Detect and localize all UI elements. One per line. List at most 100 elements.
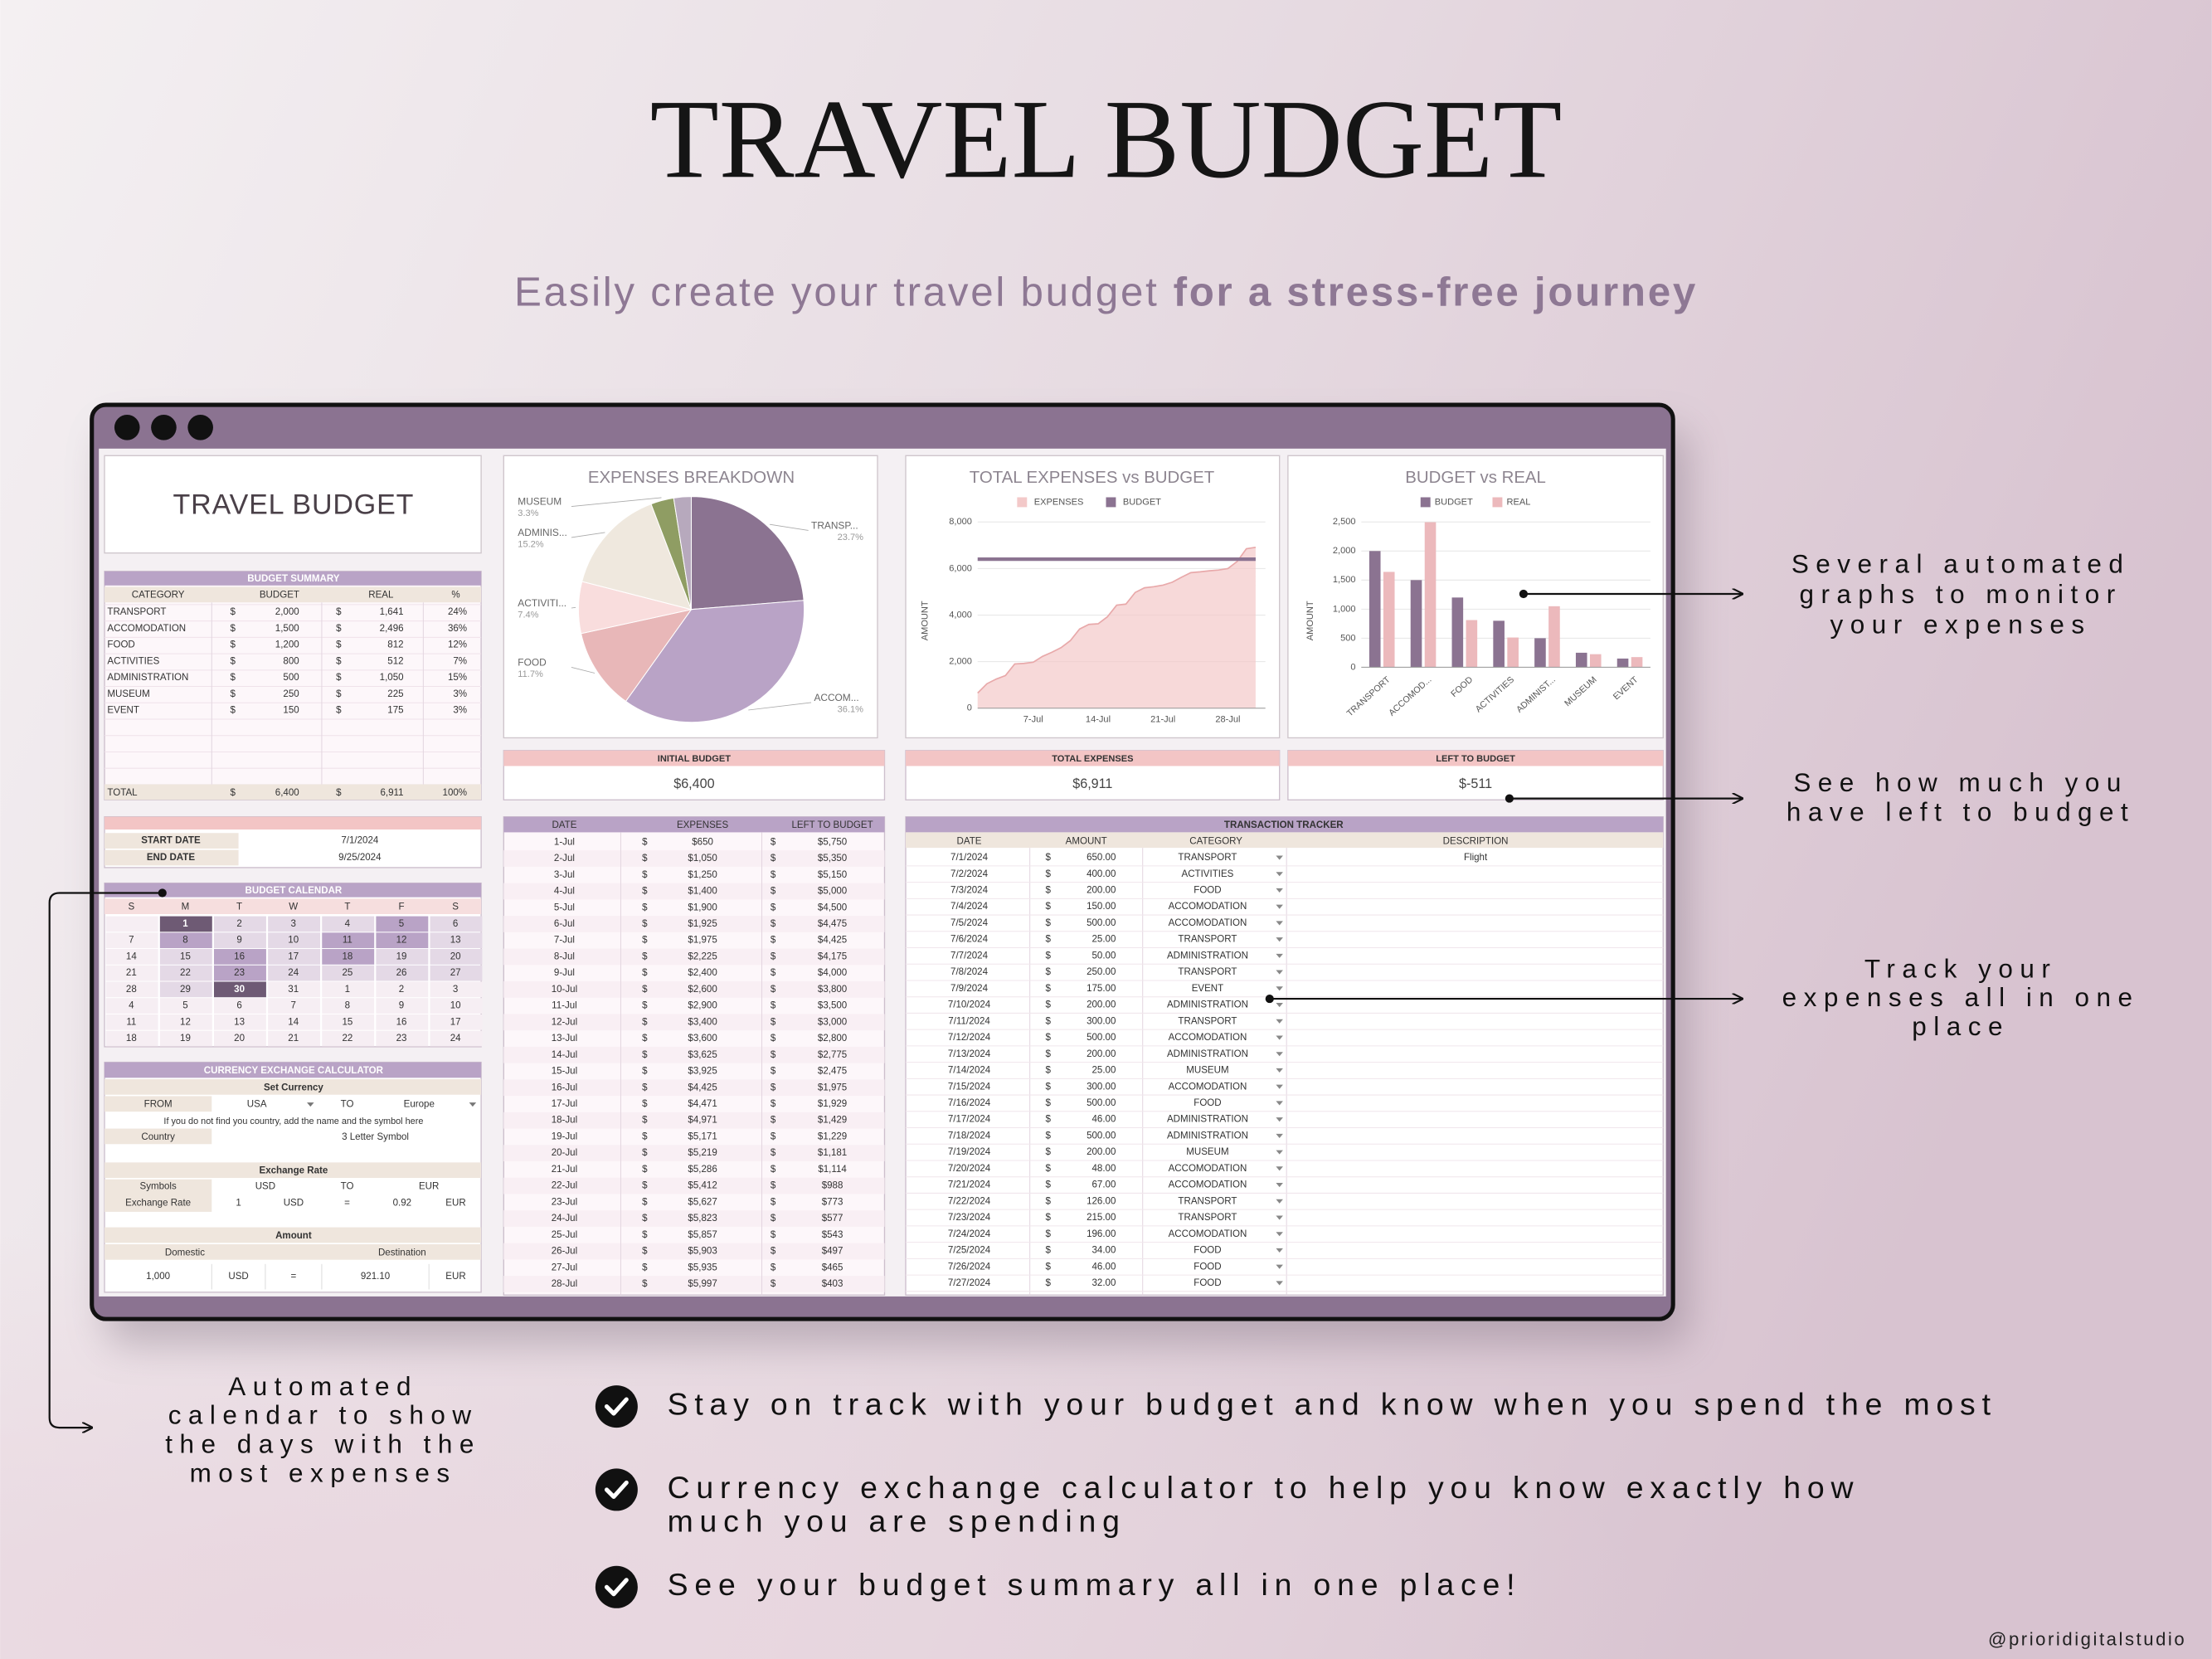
kpi-value: $6,911: [1072, 776, 1112, 791]
column-header: CATEGORY: [1189, 837, 1242, 847]
cell-text: $3,925: [688, 1067, 717, 1077]
cell-text: 4-Jul: [554, 887, 575, 897]
cell-text: 15%: [448, 673, 467, 683]
chart-panel: [1287, 455, 1664, 739]
cell-text: 7/4/2024: [950, 902, 989, 912]
cell-text: TRANSPORT: [1178, 1016, 1237, 1026]
cell-text: $2,775: [818, 1050, 847, 1060]
dropdown: [1276, 970, 1283, 975]
weekday: M: [182, 902, 190, 912]
calendar-day: 20: [450, 951, 461, 961]
dropdown: [1276, 1264, 1283, 1269]
bar: [1451, 597, 1464, 668]
cell-text: Europe: [404, 1100, 435, 1110]
cell-text: $: [642, 968, 648, 978]
cell-text: 1-Jul: [554, 837, 575, 847]
cell-text: 32.00: [1091, 1278, 1116, 1288]
calendar-day: 11: [126, 1017, 136, 1027]
cell-text: 21-Jul: [552, 1165, 577, 1175]
calendar-cell: [430, 949, 483, 965]
calendar-day: 23: [234, 968, 245, 978]
calendar-day: 16: [234, 951, 245, 961]
cell-text: $4,425: [688, 1082, 717, 1092]
dropdown: [1276, 1052, 1283, 1057]
dropdown: [1276, 1166, 1283, 1171]
row-band: [503, 1243, 885, 1260]
calendar-cell: [376, 965, 429, 981]
dropdown: [1276, 1068, 1283, 1073]
cell-text: ACTIVITIES: [107, 656, 159, 666]
cell-text: 150.00: [1087, 902, 1116, 912]
cell-text: $2,600: [688, 985, 717, 995]
expenses-area: [977, 547, 1256, 708]
weekday: S: [128, 902, 134, 912]
cell-text: $: [771, 1230, 776, 1240]
callout-text: Several automated: [1791, 549, 2131, 578]
header-bar: [906, 832, 1664, 849]
cell-text: $: [642, 837, 648, 847]
cell-text: 2,000: [275, 607, 299, 617]
calendar-day: 15: [180, 951, 191, 961]
cell-text: $: [1046, 1147, 1052, 1157]
calendar-day: 19: [180, 1034, 191, 1044]
calendar-day: 22: [180, 968, 191, 978]
x-tick-label: 14-Jul: [1086, 714, 1111, 724]
cell-text: $: [642, 902, 648, 912]
calendar-day: 28: [126, 985, 137, 995]
calendar-day: 12: [396, 936, 407, 946]
cell-text: 6-Jul: [554, 919, 575, 929]
cell-text: ACCOMODATION: [1169, 1164, 1247, 1174]
cell-text: $: [642, 936, 648, 946]
total-bar: [105, 784, 482, 800]
calendar-cell: [159, 1030, 212, 1047]
cell-text: $1,400: [688, 887, 717, 897]
cell-text: 9-Jul: [554, 968, 575, 978]
cell-text: 25.00: [1091, 935, 1116, 945]
cell-text: FOOD: [1194, 1278, 1221, 1288]
calendar-cell: [213, 965, 266, 981]
cell-text: 175: [387, 706, 403, 716]
cell-text: $1,229: [818, 1131, 847, 1141]
cell-text: 500: [283, 673, 299, 683]
cell-text: $: [642, 1082, 648, 1092]
calendar-cell: [213, 916, 266, 932]
cell-text: $1,975: [818, 1082, 847, 1092]
row-band: [503, 1145, 885, 1161]
cell-text: 10-Jul: [552, 985, 577, 995]
cell-text: $5,935: [688, 1262, 717, 1272]
calendar-day: 13: [234, 1017, 245, 1027]
cell-text: $5,750: [818, 837, 847, 847]
cell-text: $5,000: [818, 887, 847, 897]
cell-text: 7%: [453, 656, 467, 666]
calendar-cell: [430, 998, 483, 1014]
dropdown: [1276, 855, 1283, 860]
leader-line: [748, 702, 812, 711]
cell-text: $: [771, 854, 776, 864]
bar: [1575, 652, 1587, 668]
cell-text: $650: [692, 837, 713, 847]
cell-text: $: [1046, 984, 1052, 994]
column-header: DATE: [552, 820, 576, 830]
cell-text: $: [1046, 902, 1052, 912]
calendar-day: 29: [180, 985, 191, 995]
cell-text: $: [771, 870, 776, 880]
calendar-day: 10: [288, 936, 299, 946]
cell-text: 28-Jul: [552, 1279, 577, 1289]
cell-text: ADMINISTRATION: [1167, 1000, 1248, 1010]
kpi-label: TOTAL EXPENSES: [1052, 754, 1133, 764]
cell-text: $1,250: [688, 870, 717, 880]
cell-text: $: [642, 1131, 648, 1141]
weekday: T: [344, 902, 350, 912]
cell-text: $: [771, 1181, 776, 1191]
cell-text: $2,900: [688, 1001, 717, 1011]
sheet-title: TRAVEL BUDGET: [173, 489, 415, 521]
cell-text: 3 Letter Symbol: [342, 1132, 409, 1142]
calendar-cell: [213, 998, 266, 1014]
cell-text: $1,429: [818, 1116, 847, 1126]
cell-text: 7-Jul: [554, 936, 575, 946]
cell-text: ADMINISTRATION: [1167, 1049, 1248, 1059]
cell-text: $: [1046, 951, 1052, 961]
cell-text: $1,181: [818, 1148, 847, 1158]
y-tick-label: 6,000: [949, 563, 972, 573]
bar: [1507, 637, 1519, 668]
